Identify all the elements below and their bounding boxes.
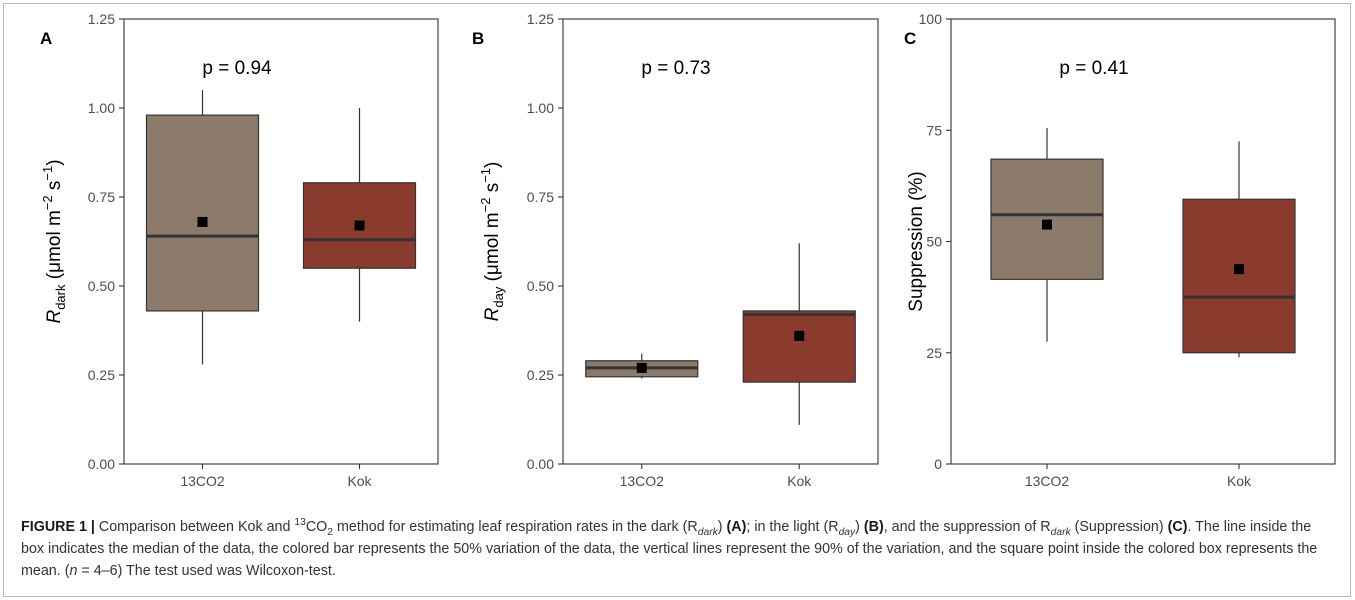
caption-panel-ref: (A): [726, 519, 747, 535]
y-tick-label: 25: [926, 345, 942, 361]
box-kok: [302, 108, 417, 322]
mean-marker: [636, 362, 647, 373]
x-tick-label: Kok: [347, 473, 372, 489]
y-tick-label: 100: [919, 11, 943, 27]
iqr-box: [990, 158, 1104, 280]
y-axis-label: Suppression (%): [906, 171, 927, 311]
y-tick-label: 1.00: [88, 100, 115, 116]
caption-text: = 4–6) The test used was Wilcoxon-test.: [77, 563, 336, 579]
y-tick-label: 50: [926, 234, 942, 250]
figure-caption: FIGURE 1 | Comparison between Kok and 13…: [21, 516, 1336, 582]
mean-marker: [197, 216, 208, 227]
x-tick-label: 13CO2: [620, 473, 665, 489]
mean-marker: [1042, 219, 1052, 230]
caption-sub: dark: [1050, 526, 1071, 538]
plot-frame: [562, 18, 879, 465]
figure-frame: [3, 3, 1351, 597]
iqr-box: [145, 114, 260, 312]
p-value-label: p = 0.41: [1059, 58, 1128, 79]
x-tick-label: Kok: [787, 473, 812, 489]
y-tick-label: 0.00: [527, 456, 554, 472]
x-tick-label: Kok: [1227, 473, 1252, 489]
caption-text: ): [717, 519, 727, 535]
y-tick-label: 0.00: [88, 456, 115, 472]
caption-figure-label: FIGURE 1 |: [21, 519, 95, 535]
y-axis-label: Rday (μmol m−2 s−1): [478, 162, 506, 322]
panel-a: A 0.00 0.25 0.50 0.75 1.00 1.25 13CO2 Kok Rdark (…: [40, 11, 439, 489]
caption-panel-ref: (B): [863, 519, 884, 535]
caption-text: method for estimating leaf respiration r…: [333, 519, 698, 535]
caption-sup: 13: [294, 517, 306, 529]
panel-b: B 0.00 0.25 0.50 0.75 1.00 1.25 13CO2 Kok Rday (μ…: [472, 11, 879, 489]
caption-text: ; in the light (R: [746, 519, 839, 535]
mean-marker: [794, 330, 805, 341]
caption-panel-ref: (C): [1167, 519, 1188, 535]
x-tick-label: 13CO2: [1025, 473, 1070, 489]
box-13co2: [585, 353, 699, 379]
p-value-label: p = 0.94: [202, 58, 272, 79]
caption-italic: n: [69, 563, 78, 579]
caption-sub: dark: [697, 526, 718, 538]
iqr-box: [1182, 198, 1296, 354]
caption-text: ): [855, 519, 864, 535]
box-13co2: [145, 90, 260, 365]
caption-text: (Suppression): [1070, 519, 1168, 535]
panel-c: C 0 25 50 75 100 13CO2 Kok Suppression (%) p = 0.…: [904, 11, 1336, 489]
caption-text: . The line inside the box indicates the …: [21, 519, 1318, 579]
y-tick-label: 0.25: [88, 367, 115, 383]
y-tick-label: 0: [934, 456, 942, 472]
p-value-label: p = 0.73: [641, 58, 710, 79]
caption-sub: day: [838, 526, 856, 538]
y-tick-label: 0.25: [527, 367, 554, 383]
y-tick-label: 1.25: [527, 11, 554, 27]
panel-label: B: [472, 29, 484, 48]
box-kok: [1182, 141, 1296, 358]
x-tick-label: 13CO2: [180, 473, 225, 489]
box-kok: [742, 243, 856, 425]
iqr-box: [742, 310, 856, 383]
caption-sub: 2: [327, 526, 334, 538]
box-13co2: [990, 128, 1104, 342]
figure-plots: A 0.00 0.25 0.50 0.75 1.00 1.25 13CO2 Kok Rdark (…: [40, 11, 1336, 489]
panel-label: C: [904, 29, 916, 48]
mean-marker: [1234, 264, 1244, 275]
y-tick-label: 0.75: [88, 189, 115, 205]
plot-frame: [123, 18, 439, 465]
y-tick-label: 1.00: [527, 100, 554, 116]
y-tick-label: 1.25: [88, 11, 115, 27]
caption-text: CO: [305, 519, 328, 535]
panel-label: A: [40, 29, 52, 48]
y-tick-label: 0.50: [88, 278, 115, 294]
y-tick-label: 0.75: [527, 189, 554, 205]
y-axis-label: Rdark (μmol m−2 s−1): [40, 159, 68, 323]
y-tick-label: 0.50: [527, 278, 554, 294]
y-tick-label: 75: [926, 122, 942, 138]
caption-text: Comparison between Kok and: [94, 519, 295, 535]
caption-text: , and the suppression of R: [883, 519, 1051, 535]
mean-marker: [354, 220, 365, 231]
